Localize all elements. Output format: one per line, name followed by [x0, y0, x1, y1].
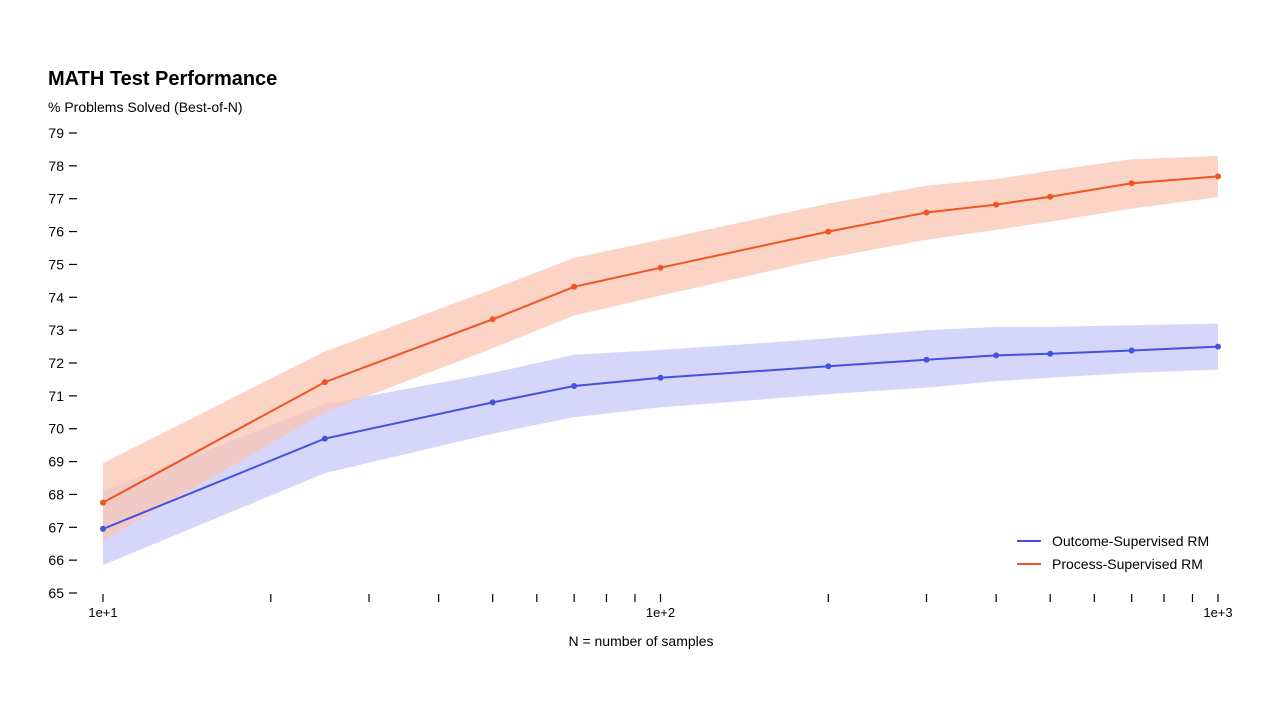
outcome-supervised-rm-point	[923, 356, 930, 363]
process-supervised-rm-point	[321, 379, 328, 386]
y-tick-label: 70	[48, 421, 64, 437]
process-supervised-rm-point	[825, 228, 832, 235]
process-supervised-rm-point	[923, 209, 930, 216]
process-supervised-rm-point	[1047, 193, 1054, 200]
y-tick-label: 66	[48, 552, 64, 568]
process-supervised-rm-point	[1215, 173, 1221, 180]
x-axis-label: N = number of samples	[568, 633, 713, 649]
y-tick-label: 74	[48, 289, 64, 305]
y-tick-label: 78	[48, 158, 64, 174]
y-tick-label: 68	[48, 486, 64, 502]
y-tick-label: 71	[48, 388, 64, 404]
outcome-supervised-rm-point	[825, 363, 832, 370]
y-axis-label: % Problems Solved (Best-of-N)	[48, 99, 243, 115]
x-tick-label: 1e+2	[646, 605, 675, 620]
y-tick-label: 72	[48, 355, 64, 371]
process-supervised-rm-point	[993, 201, 1000, 208]
x-tick-label: 1e+1	[88, 605, 117, 620]
process-supervised-rm-point	[571, 283, 578, 290]
outcome-supervised-rm-point	[1047, 350, 1054, 357]
outcome-supervised-rm-confidence-band	[103, 323, 1218, 566]
outcome-supervised-rm-point	[321, 435, 328, 442]
x-tick-label: 1e+3	[1203, 605, 1232, 620]
outcome-supervised-rm-point	[993, 352, 1000, 359]
process-supervised-rm-point	[1128, 180, 1135, 187]
process-supervised-rm-point	[489, 316, 496, 323]
legend-label: Outcome-Supervised RM	[1052, 533, 1209, 549]
outcome-supervised-rm-point	[657, 374, 664, 381]
outcome-supervised-rm-point	[1128, 347, 1135, 354]
outcome-supervised-rm-point	[489, 399, 496, 406]
legend-label: Process-Supervised RM	[1052, 556, 1203, 572]
chart-title: MATH Test Performance	[48, 68, 278, 90]
y-tick-label: 77	[48, 191, 64, 207]
process-supervised-rm-point	[100, 499, 106, 506]
process-supervised-rm-point	[657, 264, 664, 271]
y-tick-label: 76	[48, 224, 64, 240]
y-tick-label: 67	[48, 519, 64, 535]
y-tick-label: 69	[48, 454, 64, 470]
legend: Outcome-Supervised RM Process-Supervised …	[1017, 533, 1209, 572]
y-tick-label: 75	[48, 256, 64, 272]
outcome-supervised-rm-point	[100, 525, 106, 532]
y-tick-label: 65	[48, 585, 64, 601]
y-tick-label: 73	[48, 322, 64, 338]
process-supervised-rm-confidence-band	[103, 156, 1218, 541]
outcome-supervised-rm-point	[1215, 343, 1221, 350]
y-tick-label: 79	[48, 125, 64, 141]
outcome-supervised-rm-point	[571, 383, 578, 389]
